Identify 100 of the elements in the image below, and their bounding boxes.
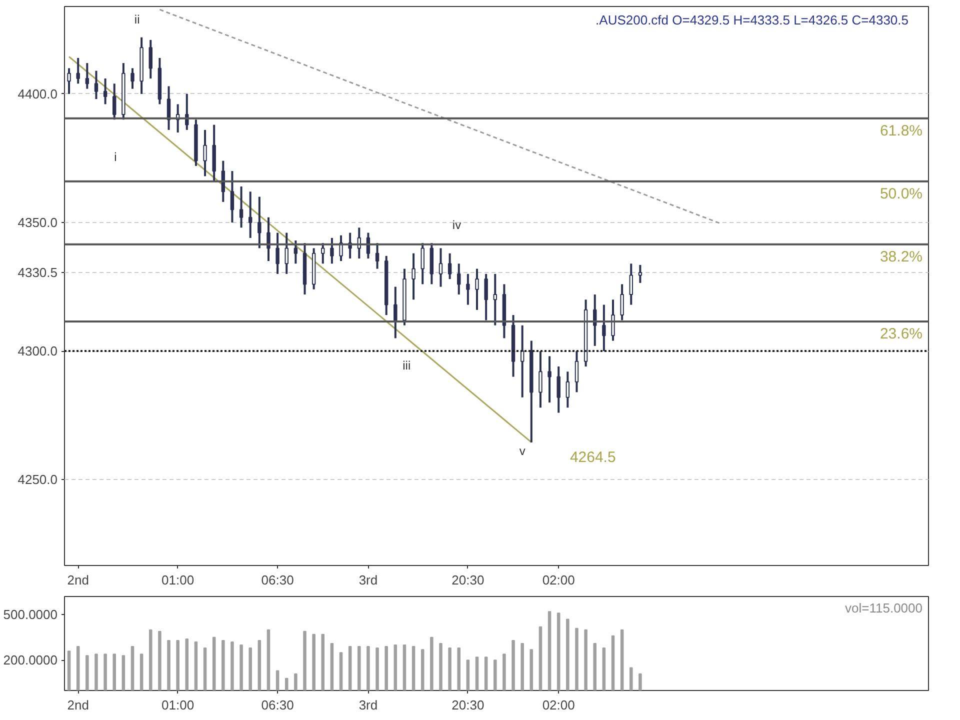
candlestick <box>85 62 90 90</box>
candlestick <box>448 252 452 280</box>
bar <box>266 629 270 690</box>
bar <box>130 646 134 690</box>
bar <box>602 648 606 690</box>
bar <box>484 656 488 690</box>
candlestick <box>103 77 108 106</box>
bar <box>638 673 642 690</box>
bar <box>358 646 361 690</box>
x-tick-label: 2nd <box>67 698 89 712</box>
y-tick-label: 500.0000 <box>3 607 58 622</box>
candlestick <box>248 190 252 239</box>
x-tick-label: 01:00 <box>162 698 194 712</box>
candlestick <box>266 216 270 262</box>
candlestick <box>230 170 234 224</box>
candlestick <box>438 247 443 288</box>
annotation: 23.6% <box>880 325 923 342</box>
bar <box>376 648 379 690</box>
x-tick-label: 20:30 <box>452 572 484 588</box>
x-tick-label: 02:00 <box>542 572 575 588</box>
candlestick <box>538 350 542 409</box>
x-tick-label: 3rd <box>358 572 378 588</box>
bar <box>67 650 71 690</box>
bar <box>140 654 144 690</box>
bar <box>384 646 388 690</box>
candlestick <box>574 350 579 394</box>
candlestick <box>203 128 207 178</box>
bar <box>366 646 370 690</box>
bar <box>512 640 515 690</box>
candlestick <box>493 272 497 326</box>
bar <box>611 635 615 690</box>
candlestick <box>638 264 642 284</box>
bar <box>530 649 534 690</box>
candlestick <box>548 355 552 404</box>
bar <box>457 648 461 690</box>
bar <box>620 629 624 690</box>
annotation: iv <box>452 218 462 232</box>
bar <box>222 640 225 690</box>
bar <box>258 640 262 690</box>
x-tick-label: 02:00 <box>542 698 575 712</box>
bar <box>230 641 234 690</box>
bar <box>584 629 588 690</box>
bar <box>122 655 126 690</box>
bar <box>240 644 243 690</box>
annotation: 38.2% <box>880 248 923 266</box>
candlestick <box>94 70 98 100</box>
bar <box>185 638 189 690</box>
bar <box>294 673 298 690</box>
bar <box>402 644 406 690</box>
candlestick <box>394 286 398 340</box>
y-tick-label: 4350.0 <box>18 214 58 230</box>
candlestick <box>258 196 262 250</box>
bar <box>248 648 252 690</box>
candlestick <box>602 304 606 352</box>
annotation: 61.8% <box>880 122 923 140</box>
candlestick <box>239 185 244 229</box>
candlestick <box>484 272 488 322</box>
bar <box>466 660 470 690</box>
candlestick <box>475 268 479 311</box>
bar <box>330 643 334 690</box>
bar <box>312 634 316 690</box>
bar <box>212 636 216 690</box>
bar <box>394 644 398 690</box>
candlestick <box>611 298 615 342</box>
bar <box>566 618 570 690</box>
bar <box>439 643 442 690</box>
bar <box>194 641 198 690</box>
candlestick <box>520 324 524 398</box>
candlestick <box>466 272 470 306</box>
y-tick-label: 4330.5 <box>18 265 58 280</box>
bar <box>321 634 325 690</box>
candlestick <box>556 365 560 414</box>
y-tick-label: 200.0000 <box>3 652 58 668</box>
bar <box>575 628 578 690</box>
x-tick-label: 20:30 <box>452 698 484 712</box>
candlestick <box>566 370 570 409</box>
bar <box>148 629 152 690</box>
annotation: vol=115.0000 <box>845 600 922 616</box>
bar <box>86 655 89 690</box>
bar <box>303 630 306 690</box>
bar <box>494 660 497 690</box>
text: .AUS200.cfd O=4329.5 H=4333.5 L=4326.5 C=4330.5 <box>596 12 909 28</box>
x-tick-label: 01:00 <box>162 572 194 588</box>
candlestick <box>330 236 334 265</box>
annotation: ii <box>134 12 140 26</box>
annotation: 50.0% <box>880 185 923 202</box>
bar <box>448 648 452 690</box>
candlestick <box>420 242 424 286</box>
bar <box>475 656 479 690</box>
x-tick-label: 2nd <box>67 572 89 588</box>
candlestick <box>375 242 380 270</box>
bar <box>76 646 80 690</box>
candlestick <box>130 67 134 90</box>
bar <box>284 678 288 690</box>
bar <box>520 643 524 690</box>
bar <box>556 612 560 690</box>
x-tick-label: 06:30 <box>261 698 294 712</box>
candlestick <box>321 242 325 265</box>
bar <box>94 654 98 690</box>
y-tick-label: 4250.0 <box>18 472 58 488</box>
